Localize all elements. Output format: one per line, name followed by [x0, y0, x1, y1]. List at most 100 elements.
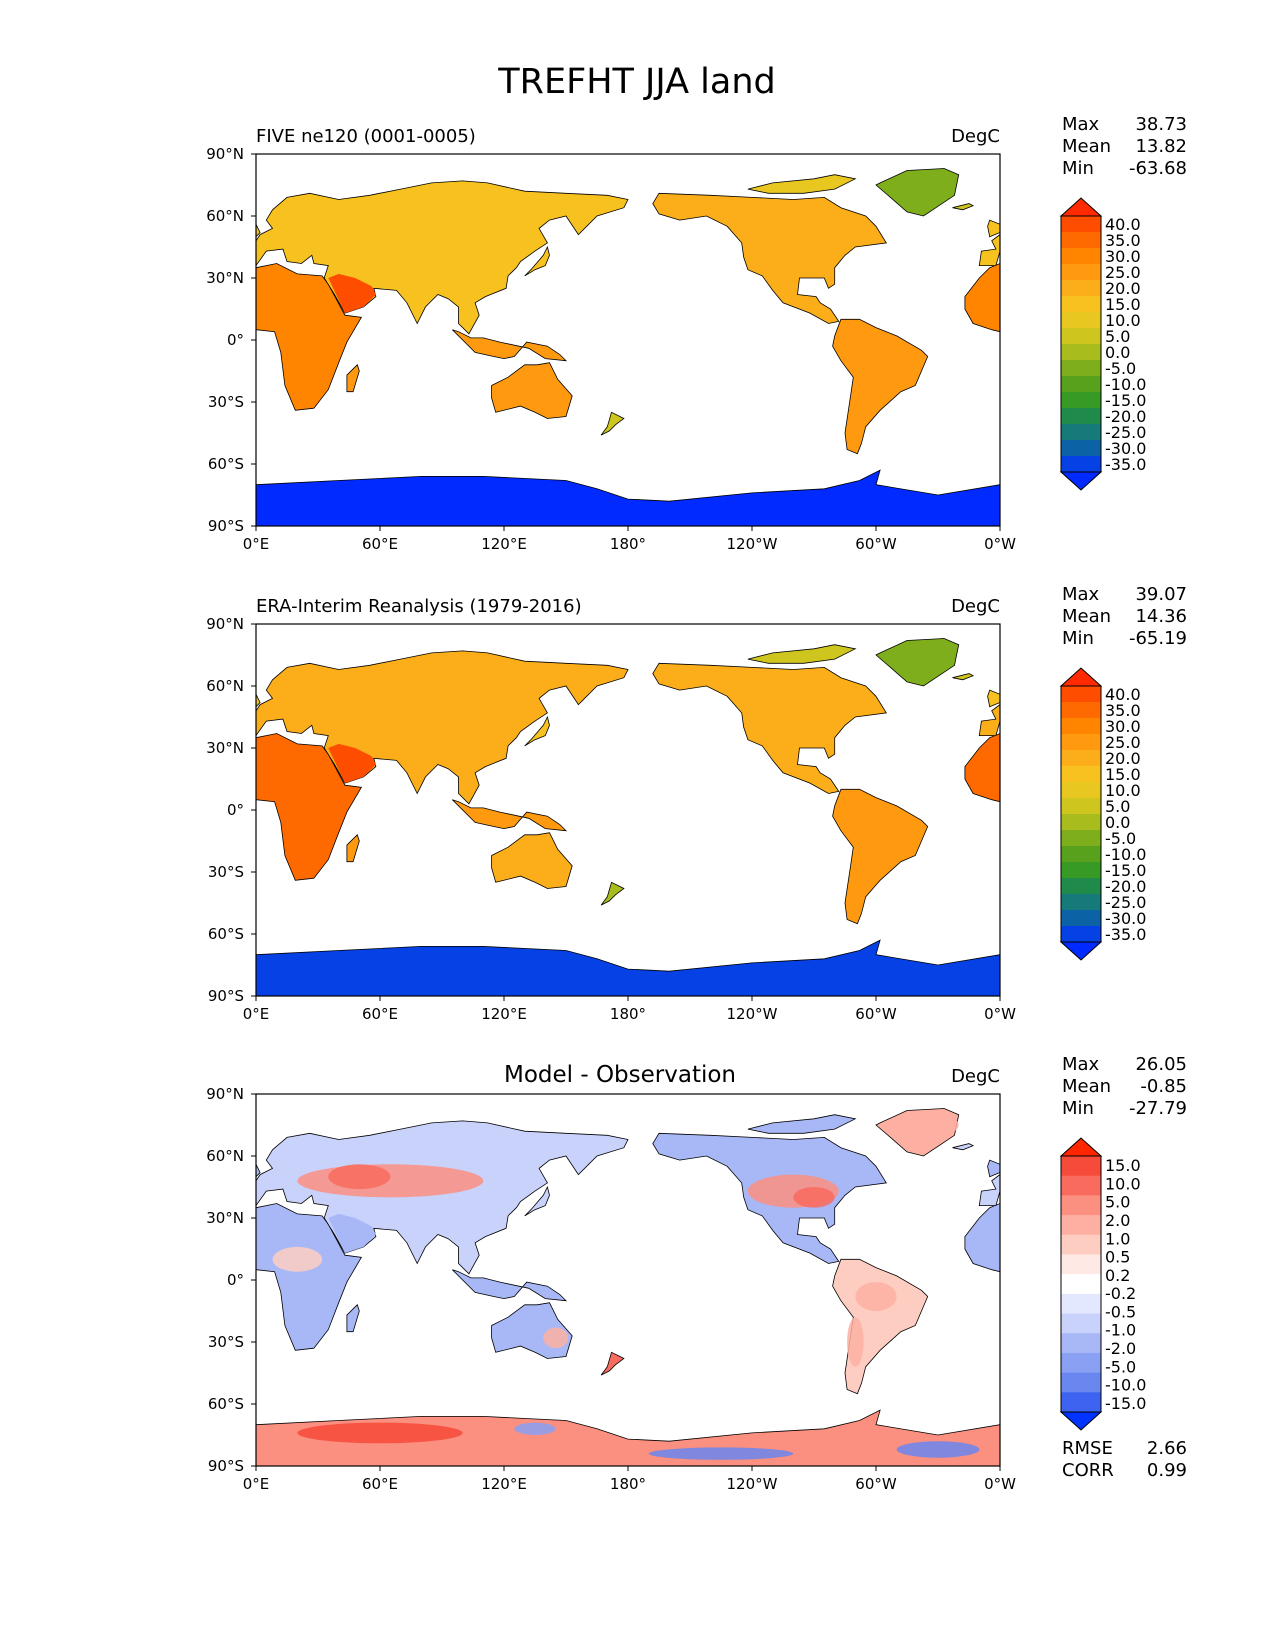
land-layer — [256, 638, 1000, 996]
y-tick-label: 90°S — [208, 517, 244, 535]
stat-value: 14.36 — [1135, 606, 1187, 627]
stat-value: 26.05 — [1135, 1054, 1187, 1075]
land-arabia_fill — [328, 1213, 376, 1254]
colorbar-extend-top — [1059, 667, 1103, 687]
colorbar-segment — [1061, 1293, 1101, 1315]
stat-value: 13.82 — [1135, 136, 1187, 157]
colorbar-label: -0.2 — [1105, 1284, 1136, 1303]
colorbar-label: 10.0 — [1105, 1174, 1141, 1193]
footer-stat-value: 0.99 — [1147, 1460, 1187, 1481]
colorbar-segment — [1061, 702, 1101, 719]
colorbar-segment — [1061, 408, 1101, 425]
colorbar-frame — [1060, 215, 1102, 473]
colorbar-segment — [1061, 734, 1101, 751]
colorbar-label: -35.0 — [1105, 925, 1146, 944]
colorbar-segment — [1061, 1215, 1101, 1236]
colorbar-segment — [1061, 846, 1101, 863]
colorbar-extend-bottom — [1059, 941, 1103, 961]
x-tick-label: 60°E — [362, 1475, 398, 1493]
colorbar-label: -5.0 — [1105, 829, 1136, 848]
anomaly-patch — [297, 1164, 484, 1198]
land-layer — [256, 1108, 1000, 1466]
colorbar-label: 15.0 — [1105, 295, 1141, 314]
colorbar-segment — [1061, 686, 1101, 703]
y-tick-label: 60°S — [208, 1395, 244, 1413]
colorbar-label: 5.0 — [1105, 797, 1130, 816]
colorbar-label: 15.0 — [1105, 765, 1141, 784]
colorbar-segment — [1061, 910, 1101, 927]
stat-value: 39.07 — [1135, 584, 1187, 605]
land-britain — [987, 1159, 1000, 1178]
units-label: DegC — [951, 596, 1000, 617]
colorbar-segment — [1061, 440, 1101, 457]
anomaly-patch — [847, 1317, 864, 1367]
anomaly-patch — [328, 1164, 391, 1190]
y-tick-label: 60°N — [206, 207, 244, 225]
panel-2: ERA-Interim Reanalysis (1979-2016) DegC 0°… — [206, 584, 1187, 1023]
colorbar-label: 30.0 — [1105, 247, 1141, 266]
colorbar-label: 0.5 — [1105, 1248, 1130, 1267]
land-eurasia — [978, 180, 1000, 334]
colorbar-segment — [1061, 1313, 1101, 1334]
colorbar-segment — [1061, 1234, 1101, 1255]
colorbar-segment — [1061, 718, 1101, 735]
colorbar-segment — [1061, 216, 1101, 233]
colorbar-label: -10.0 — [1105, 845, 1146, 864]
land-arabia_fill — [328, 743, 376, 784]
stat-label: Mean — [1062, 1076, 1111, 1097]
y-tick-label: 60°N — [206, 677, 244, 695]
colorbar-label: 20.0 — [1105, 279, 1141, 298]
colorbar-segment — [1061, 264, 1101, 281]
colorbar-segment — [1061, 1392, 1101, 1413]
colorbar-segment — [1061, 782, 1101, 799]
colorbar-label: -5.0 — [1105, 359, 1136, 378]
units-label: DegC — [951, 1066, 1000, 1087]
land-arctic_is — [747, 644, 857, 664]
colorbar-label: 5.0 — [1105, 327, 1130, 346]
land-samerica — [832, 788, 929, 925]
land-japan — [524, 715, 550, 747]
land-madagascar — [346, 364, 360, 393]
y-tick-label: 90°N — [206, 145, 244, 163]
y-tick-label: 0° — [227, 331, 244, 349]
y-tick-label: 30°S — [208, 393, 244, 411]
anomaly-patch — [272, 1246, 323, 1272]
land-britain — [256, 220, 261, 238]
colorbar-segment — [1061, 344, 1101, 361]
colorbar-segment — [1061, 894, 1101, 911]
y-tick-label: 30°S — [208, 1333, 244, 1351]
y-tick-label: 30°N — [206, 739, 244, 757]
colorbar-segment — [1061, 1333, 1101, 1354]
colorbar-segment — [1061, 1175, 1101, 1196]
land-britain — [256, 690, 261, 708]
land-africa — [964, 263, 1000, 411]
colorbar-label: 0.2 — [1105, 1266, 1130, 1285]
colorbar-extend-bottom — [1059, 471, 1103, 491]
land-namerica — [652, 662, 887, 794]
x-tick-label: 180° — [610, 1475, 646, 1493]
colorbar-segment — [1061, 1195, 1101, 1216]
colorbar-segment — [1061, 798, 1101, 815]
land-namerica — [652, 192, 887, 324]
anomaly-patch — [917, 1114, 959, 1136]
colorbar-segment — [1061, 232, 1101, 249]
land-iceland — [952, 673, 975, 681]
land-britain — [987, 689, 1000, 708]
land-australia — [491, 832, 573, 889]
land-australia — [491, 362, 573, 419]
x-tick-label: 60°W — [855, 1005, 897, 1023]
land-indonesia — [452, 329, 568, 362]
x-tick-label: 0°W — [984, 535, 1016, 553]
stat-value: 38.73 — [1135, 114, 1187, 135]
stat-label: Max — [1062, 1054, 1100, 1075]
colorbar-segment — [1061, 862, 1101, 879]
colorbar-segment — [1061, 1372, 1101, 1393]
colorbar-label: -10.0 — [1105, 1376, 1146, 1395]
colorbar-segment — [1061, 1274, 1101, 1295]
panel-1: FIVE ne120 (0001-0005) DegC 0°E 60°E 120°E 18… — [206, 114, 1187, 553]
colorbar-label: 1.0 — [1105, 1229, 1130, 1248]
colorbar-label: -5.0 — [1105, 1357, 1136, 1376]
land-layer — [256, 168, 1000, 526]
colorbar-extend-top — [1059, 1137, 1103, 1157]
x-tick-label: 0°E — [243, 1475, 270, 1493]
